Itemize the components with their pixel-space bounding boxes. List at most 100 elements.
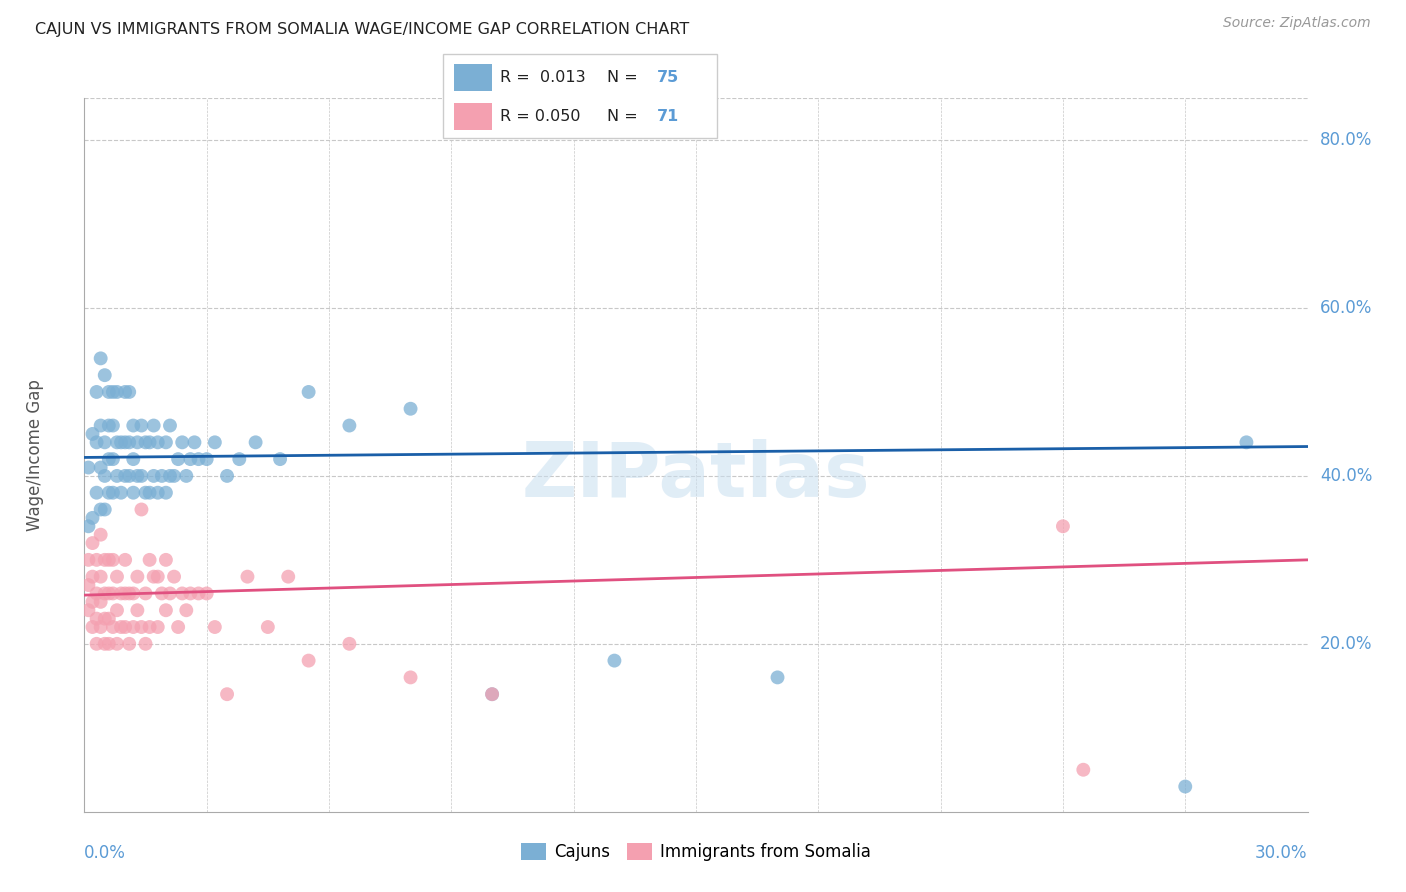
Point xyxy=(277,569,299,583)
Point xyxy=(146,620,169,634)
Point xyxy=(105,603,128,617)
Point xyxy=(163,569,186,583)
Point xyxy=(82,536,104,550)
Point xyxy=(90,502,112,516)
Text: 30.0%: 30.0% xyxy=(1256,844,1308,862)
Point xyxy=(150,469,173,483)
Point xyxy=(86,485,108,500)
Point xyxy=(146,569,169,583)
Text: N =: N = xyxy=(607,109,644,124)
Point xyxy=(298,384,321,399)
Point xyxy=(86,612,108,626)
Point xyxy=(138,553,160,567)
Point xyxy=(138,620,160,634)
Point xyxy=(97,384,120,399)
Point xyxy=(93,469,115,483)
Point xyxy=(97,586,120,600)
Point xyxy=(86,384,108,399)
Text: R =  0.013: R = 0.013 xyxy=(501,70,586,85)
Point xyxy=(101,384,124,399)
Point xyxy=(172,435,194,450)
Text: 20.0%: 20.0% xyxy=(1320,635,1372,653)
Point xyxy=(90,620,112,634)
Point xyxy=(217,469,239,483)
Point xyxy=(155,553,177,567)
Point xyxy=(97,553,120,567)
Point xyxy=(127,469,149,483)
Point xyxy=(101,553,124,567)
Point xyxy=(131,418,153,433)
Point xyxy=(114,620,136,634)
FancyBboxPatch shape xyxy=(454,63,492,91)
Point xyxy=(399,401,422,416)
Point xyxy=(1071,763,1094,777)
Point xyxy=(118,637,141,651)
Point xyxy=(146,485,169,500)
Text: 0.0%: 0.0% xyxy=(84,844,127,862)
Point xyxy=(142,469,165,483)
Text: 60.0%: 60.0% xyxy=(1320,299,1372,317)
Point xyxy=(127,435,149,450)
Text: 40.0%: 40.0% xyxy=(1320,467,1372,485)
Point xyxy=(195,452,218,467)
Point xyxy=(90,351,112,366)
Point xyxy=(110,620,132,634)
Point xyxy=(163,469,186,483)
Point xyxy=(77,578,100,592)
Point xyxy=(150,586,173,600)
Point xyxy=(236,569,259,583)
Point xyxy=(97,485,120,500)
Point xyxy=(204,435,226,450)
Point xyxy=(82,569,104,583)
Point xyxy=(195,586,218,600)
Point xyxy=(101,620,124,634)
Point xyxy=(127,603,149,617)
Point xyxy=(142,418,165,433)
Point xyxy=(131,469,153,483)
Point xyxy=(481,687,503,701)
Point xyxy=(298,654,321,668)
Point xyxy=(135,435,157,450)
Point xyxy=(105,637,128,651)
Point xyxy=(93,586,115,600)
Point xyxy=(155,603,177,617)
Point xyxy=(110,586,132,600)
Point xyxy=(114,586,136,600)
Text: Source: ZipAtlas.com: Source: ZipAtlas.com xyxy=(1223,16,1371,30)
Point xyxy=(90,595,112,609)
Point xyxy=(1234,435,1257,450)
Point xyxy=(114,384,136,399)
Point xyxy=(82,620,104,634)
Point xyxy=(118,586,141,600)
Point xyxy=(1052,519,1074,533)
Point xyxy=(82,426,104,441)
Point xyxy=(174,603,197,617)
Point xyxy=(245,435,267,450)
Point xyxy=(82,595,104,609)
Text: Wage/Income Gap: Wage/Income Gap xyxy=(27,379,45,531)
Text: ZIPatlas: ZIPatlas xyxy=(522,440,870,513)
Point xyxy=(155,435,177,450)
Point xyxy=(159,469,181,483)
Point xyxy=(97,418,120,433)
Point xyxy=(131,620,153,634)
Point xyxy=(122,620,145,634)
Point xyxy=(269,452,291,467)
Point xyxy=(135,485,157,500)
Point xyxy=(90,527,112,541)
Point xyxy=(97,452,120,467)
Point xyxy=(174,469,197,483)
Point xyxy=(101,586,124,600)
Point xyxy=(93,368,115,383)
Point xyxy=(118,384,141,399)
Text: R = 0.050: R = 0.050 xyxy=(501,109,581,124)
Point xyxy=(172,586,194,600)
Point xyxy=(159,586,181,600)
Point xyxy=(118,435,141,450)
Point xyxy=(135,637,157,651)
Point xyxy=(228,452,250,467)
Point xyxy=(603,654,626,668)
Point xyxy=(399,670,422,684)
Point xyxy=(105,469,128,483)
Point xyxy=(114,435,136,450)
